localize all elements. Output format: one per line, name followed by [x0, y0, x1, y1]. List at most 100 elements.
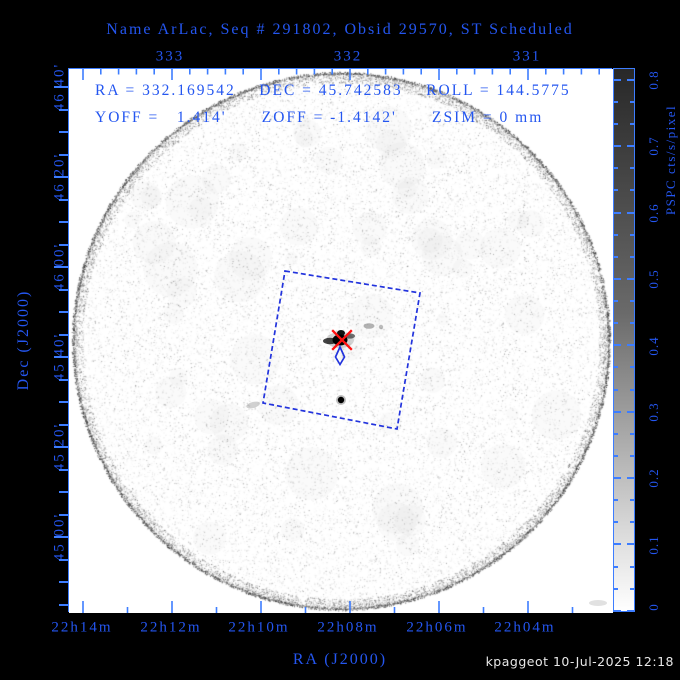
colorbar-tick-mark [630, 322, 634, 325]
dec-tick-mark [59, 378, 68, 381]
colorbar-tick-label: 0.1 [646, 535, 661, 555]
aimpoint-pointer-marker [334, 344, 346, 367]
colorbar-tick-mark [630, 366, 634, 369]
colorbar-tick-label: 0.8 [646, 70, 661, 90]
colorbar-tick-mark [614, 145, 621, 148]
ra-axis-tick-label: 22h14m [51, 619, 113, 636]
y-axis-label: Dec (J2000) [15, 289, 32, 391]
dec-tick-mark [54, 536, 68, 538]
axis-tick-marks [82, 69, 601, 613]
dec-tick-mark [59, 198, 68, 201]
top-axis-tick-label: 332 [333, 48, 363, 65]
colorbar-tick-label: 0.3 [646, 402, 661, 422]
colorbar-tick-mark [630, 255, 634, 258]
colorbar-tick-label: 0.5 [646, 269, 661, 289]
colorbar-tick-mark [614, 300, 618, 303]
dec-tick-mark [59, 558, 68, 561]
colorbar-tick-mark [614, 78, 621, 81]
colorbar-tick-mark [630, 521, 634, 524]
dec-tick-mark [59, 513, 68, 516]
colorbar-unit-label: PSPC cts/s/pixel [663, 104, 678, 216]
dec-tick-mark [59, 491, 68, 493]
colorbar-tick-mark [627, 211, 634, 214]
dec-tick-mark [59, 468, 68, 471]
ra-axis-tick-label: 22h10m [228, 619, 290, 636]
colorbar-tick-label: 0 [646, 603, 661, 611]
colorbar-tick-mark [630, 189, 634, 192]
colorbar-tick-mark [627, 277, 634, 280]
colorbar-tick-mark [627, 344, 634, 347]
colorbar-tick-mark [614, 255, 618, 258]
sky-image-frame: RA = 332.169542 DEC = 45.742583 ROLL = 1… [68, 68, 613, 613]
colorbar-tick-mark [630, 587, 634, 590]
ra-axis-tick-label: 22h04m [494, 619, 556, 636]
colorbar-tick-label: 0.6 [646, 203, 661, 223]
top-axis-tick-label: 333 [155, 48, 185, 65]
colorbar-tick-mark [614, 587, 618, 590]
dec-tick-mark [59, 603, 68, 606]
colorbar-tick-label: 0.2 [646, 468, 661, 488]
pointing-info-line2: YOFF = 1.414' ZOFF = -1.4142' ZSIM = 0 m… [95, 109, 544, 126]
colorbar-tick-mark [614, 344, 621, 347]
dec-tick-mark [59, 131, 68, 133]
colorbar-tick-mark [614, 100, 618, 103]
colorbar-tick-mark [630, 300, 634, 303]
detector-fov-square [262, 270, 421, 431]
creation-stamp: kpaggeot 10-Jul-2025 12:18 [485, 654, 674, 669]
colorbar-tick-mark [614, 521, 618, 524]
colorbar-tick-mark [627, 543, 634, 546]
colorbar-tick-mark [614, 499, 618, 502]
colorbar-tick-mark [614, 388, 618, 391]
x-axis-label: RA (J2000) [292, 651, 388, 668]
plot-overlay [82, 69, 607, 613]
colorbar-tick-label: 0.4 [646, 336, 661, 356]
dec-tick-mark [59, 333, 68, 336]
dec-tick-mark [59, 288, 68, 291]
colorbar-tick-mark [630, 388, 634, 391]
dec-tick-mark [59, 581, 68, 583]
colorbar-tick-mark [630, 100, 634, 103]
dec-tick-mark [59, 153, 68, 156]
colorbar-tick-mark [630, 499, 634, 502]
colorbar-tick-mark [614, 565, 618, 568]
dec-tick-mark [54, 86, 68, 88]
pointing-info-line1: RA = 332.169542 DEC = 45.742583 ROLL = 1… [95, 82, 571, 99]
colorbar-tick-mark [614, 410, 621, 413]
dec-tick-mark [54, 176, 68, 178]
colorbar-tick-mark [627, 145, 634, 148]
colorbar-tick-mark [614, 233, 618, 236]
dec-tick-mark [59, 243, 68, 246]
colorbar-tick-mark [630, 432, 634, 435]
colorbar-tick-mark [630, 454, 634, 457]
colorbar-tick-mark [614, 322, 618, 325]
colorbar-tick-label: 0.7 [646, 136, 661, 156]
top-axis-tick-label: 331 [512, 48, 542, 65]
colorbar-tick-mark [630, 565, 634, 568]
colorbar-tick-mark [614, 277, 621, 280]
secondary-source [336, 395, 346, 405]
dec-tick-mark [59, 311, 68, 313]
colorbar-tick-mark [630, 123, 634, 126]
colorbar-tick-mark [627, 78, 634, 81]
colorbar-tick-mark [614, 609, 621, 612]
faint-smudges [246, 323, 607, 606]
ra-axis-tick-label: 22h06m [406, 619, 468, 636]
plot-title: Name ArLac, Seq # 291802, Obsid 29570, S… [106, 21, 574, 38]
colorbar-tick-mark [630, 167, 634, 170]
colorbar-tick-mark [627, 410, 634, 413]
colorbar-tick-mark [614, 167, 618, 170]
colorbar-tick-mark [614, 477, 621, 480]
dec-tick-mark [54, 356, 68, 358]
colorbar-tick-mark [630, 233, 634, 236]
colorbar-tick-mark [614, 432, 618, 435]
dec-tick-mark [59, 423, 68, 426]
colorbar [613, 68, 635, 612]
colorbar-tick-mark [614, 366, 618, 369]
colorbar-tick-mark [614, 543, 621, 546]
ra-axis-tick-label: 22h12m [140, 619, 202, 636]
colorbar-tick-mark [614, 123, 618, 126]
ra-axis-tick-label: 22h08m [317, 619, 379, 636]
dec-tick-mark [59, 401, 68, 403]
colorbar-tick-mark [627, 477, 634, 480]
